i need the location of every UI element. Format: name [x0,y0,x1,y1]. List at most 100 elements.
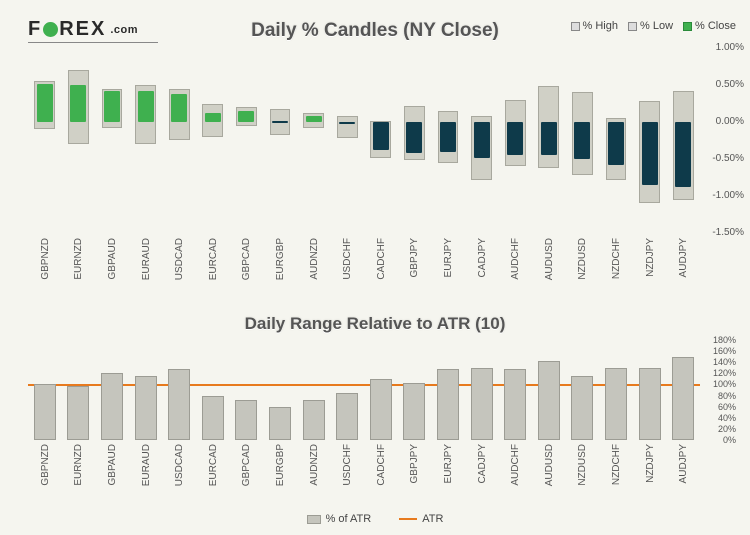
atr-bar [639,368,661,440]
chart2-ytick: 60% [704,402,736,412]
legend-label-low: % Low [640,20,673,32]
atr-bar [202,396,224,440]
legend-item-atr: ATR [399,513,443,525]
chart1-xlabel: NZDUSD [577,238,588,280]
chart1-xlabel: AUDNZD [309,238,320,280]
chart2-xlabel: AUDNZD [309,444,320,486]
chart2-xlabel: EURAUD [141,444,152,486]
legend-line-atr [399,518,417,520]
legend-label-pctatr: % of ATR [326,513,372,525]
chart2-ytick: 140% [704,357,736,367]
chart2-title: Daily Range Relative to ATR (10) [0,314,750,334]
chart2-plot: 180%160%140%120%100%80%60%40%20%0% [28,340,700,440]
chart1-xlabels: GBPNZD EURNZD GBPAUD EURAUD USDCAD EURCAD GBPC… [28,238,700,293]
chart1-xlabel: CADJPY [477,238,488,277]
legend-swatch-high [571,22,580,31]
legend-label-high: % High [583,20,618,32]
chart1-xlabel: USDCAD [174,238,185,280]
chart2-ytick: 120% [704,368,736,378]
chart1-ytick: 0.00% [704,116,744,127]
chart1-xlabel: EURCAD [208,238,219,280]
atr-bar [303,400,325,440]
chart1-xlabel: EURNZD [73,238,84,280]
candle-body [608,122,624,165]
atr-bar [269,407,291,440]
atr-bar [168,369,190,440]
chart1-xlabel: AUDJPY [678,238,689,277]
candle-body [675,122,691,187]
chart2-xlabel: EURGBP [275,444,286,486]
candle-body [541,122,557,155]
chart2-xlabel: EURCAD [208,444,219,486]
candle-body [373,122,389,150]
candle-body [104,91,120,122]
atr-bar [403,383,425,440]
atr-bar [235,400,257,440]
legend-item-close: % Close [683,20,736,32]
chart2-xlabel: AUDJPY [678,444,689,483]
candle-body [171,94,187,122]
legend-item-low: % Low [628,20,673,32]
chart1-legend: % High % Low % Close [571,20,736,32]
legend-swatch-close [683,22,692,31]
candle-body [507,122,523,155]
candle-body [306,116,322,122]
chart1-xlabel: AUDCHF [510,238,521,280]
candle-body [339,122,355,124]
chart1-xlabel: CADCHF [376,238,387,280]
candle-body [138,91,154,122]
chart2-ytick: 20% [704,424,736,434]
chart1-xlabel: NZDJPY [645,238,656,277]
atr-bar [67,386,89,440]
chart2-ytick: 160% [704,346,736,356]
atr-bar [471,368,493,440]
chart2-xlabel: AUDCHF [510,444,521,486]
candle-body [474,122,490,158]
candle-body [406,122,422,153]
chart1-xlabel: GBPNZD [40,238,51,280]
chart1-xlabel: EURAUD [141,238,152,280]
candle-body [272,121,288,123]
atr-bar [34,384,56,440]
chart1-xlabel: NZDCHF [611,238,622,279]
candle-body [440,122,456,152]
atr-bar [571,376,593,440]
atr-bar [101,373,123,440]
chart1-xlabel: GBPAUD [107,238,118,280]
chart2-xlabel: NZDJPY [645,444,656,483]
chart1-ytick: -0.50% [704,153,744,164]
legend-label-close: % Close [695,20,736,32]
chart2-xlabel: NZDUSD [577,444,588,486]
atr-bar [370,379,392,440]
candle-range [337,116,358,138]
atr-bar [336,393,358,440]
atr-bar [538,361,560,440]
chart1-plot: 1.00%0.50%0.00%-0.50%-1.00%-1.50% [28,48,700,233]
legend-swatch-pctatr [307,515,321,524]
chart1-ytick: 0.50% [704,79,744,90]
chart2-xlabel: USDCHF [342,444,353,486]
chart2-ytick: 100% [704,379,736,389]
atr-bar [437,369,459,440]
chart2-ytick: 180% [704,335,736,345]
legend-label-atr: ATR [422,513,443,525]
chart2-legend: % of ATR ATR [0,513,750,525]
chart2-ytick: 80% [704,391,736,401]
chart2-xlabel: CADCHF [376,444,387,486]
chart1-ytick: -1.50% [704,227,744,238]
chart1-xlabel: GBPCAD [241,238,252,280]
legend-item-high: % High [571,20,618,32]
chart1-ytick: 1.00% [704,42,744,53]
chart2-xlabel: GBPCAD [241,444,252,486]
chart1-xlabel: AUDUSD [544,238,555,280]
atr-bar [672,357,694,440]
chart2-xlabels: GBPNZDEURNZDGBPAUDEURAUDUSDCADEURCADGBPC… [28,444,700,499]
chart1-xlabel: USDCHF [342,238,353,280]
chart2-xlabel: CADJPY [477,444,488,483]
candle-body [70,85,86,122]
candle-body [37,84,53,122]
logo-underline [28,42,158,43]
atr-bar [504,369,526,440]
chart2-xlabel: GBPAUD [107,444,118,486]
candle-body [574,122,590,159]
